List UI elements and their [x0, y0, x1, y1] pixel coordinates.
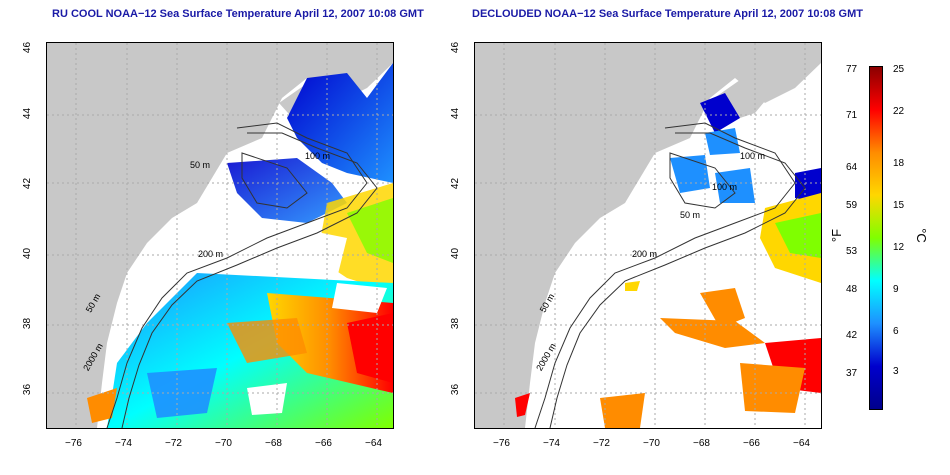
left-sst-map [47, 43, 393, 428]
left-lon-tick-74: −74 [115, 438, 132, 449]
colorbar-f-tick-37: 37 [846, 368, 858, 379]
left-map-title: RU COOL NOAA−12 Sea Surface Temperature … [52, 8, 424, 20]
right-lat-tick-44: 44 [450, 107, 462, 120]
right-map-panel [474, 42, 822, 429]
right-lat-tick-36: 36 [450, 383, 462, 396]
left-lat-tick-38: 38 [22, 317, 34, 330]
colorbar-f-tick-64: 64 [846, 162, 858, 173]
right-map-title: DECLOUDED NOAA−12 Sea Surface Temperatur… [472, 8, 863, 20]
left-contour-label-200m: 200 m [198, 249, 224, 259]
right-lat-tick-46: 46 [450, 41, 462, 54]
colorbar-f-tick-59: 59 [846, 200, 858, 211]
left-lat-tick-44: 44 [22, 107, 34, 120]
temperature-colorbar [869, 66, 883, 410]
colorbar-c-tick-6: 6 [893, 326, 899, 337]
right-lat-tick-38: 38 [450, 317, 462, 330]
left-map-panel [46, 42, 394, 429]
colorbar-c-tick-18: 18 [893, 158, 905, 169]
right-contour-label-50m-a: 50 m [680, 210, 701, 220]
colorbar-f-tick-53: 53 [846, 246, 858, 257]
right-lat-tick-42: 42 [450, 177, 462, 190]
colorbar-f-tick-77: 77 [846, 64, 858, 75]
colorbar-f-tick-42: 42 [846, 330, 858, 341]
colorbar-unit-celsius: °C [913, 228, 929, 243]
right-lon-tick-66: −66 [743, 438, 760, 449]
right-contour-label-200m: 200 m [632, 249, 658, 259]
colorbar-unit-fahrenheit: °F [829, 228, 845, 243]
colorbar-c-tick-9: 9 [893, 284, 899, 295]
colorbar-c-tick-15: 15 [893, 200, 905, 211]
left-lon-tick-72: −72 [165, 438, 182, 449]
colorbar-f-tick-71: 71 [846, 110, 858, 121]
left-lon-tick-64: −64 [365, 438, 382, 449]
left-contour-label-100m: 100 m [305, 151, 331, 161]
right-lon-tick-70: −70 [643, 438, 660, 449]
right-sst-map [475, 43, 821, 428]
right-lon-tick-68: −68 [693, 438, 710, 449]
colorbar-c-tick-3: 3 [893, 366, 899, 377]
right-lon-tick-64: −64 [793, 438, 810, 449]
left-contour-label-50m-a: 50 m [190, 160, 211, 170]
right-lon-tick-76: −76 [493, 438, 510, 449]
right-contour-label-100m-a: 100 m [740, 151, 766, 161]
left-lon-tick-70: −70 [215, 438, 232, 449]
left-lat-tick-36: 36 [22, 383, 34, 396]
right-lat-tick-40: 40 [450, 247, 462, 260]
left-lon-tick-76: −76 [65, 438, 82, 449]
left-lon-tick-66: −66 [315, 438, 332, 449]
left-lat-tick-40: 40 [22, 247, 34, 260]
colorbar-c-tick-22: 22 [893, 106, 905, 117]
left-lon-tick-68: −68 [265, 438, 282, 449]
right-lon-tick-74: −74 [543, 438, 560, 449]
right-contour-label-100m-b: 100 m [712, 182, 738, 192]
right-lon-tick-72: −72 [593, 438, 610, 449]
colorbar-f-tick-48: 48 [846, 284, 858, 295]
left-lat-tick-46: 46 [22, 41, 34, 54]
colorbar-c-tick-25: 25 [893, 64, 905, 75]
left-lat-tick-42: 42 [22, 177, 34, 190]
colorbar-c-tick-12: 12 [893, 242, 905, 253]
